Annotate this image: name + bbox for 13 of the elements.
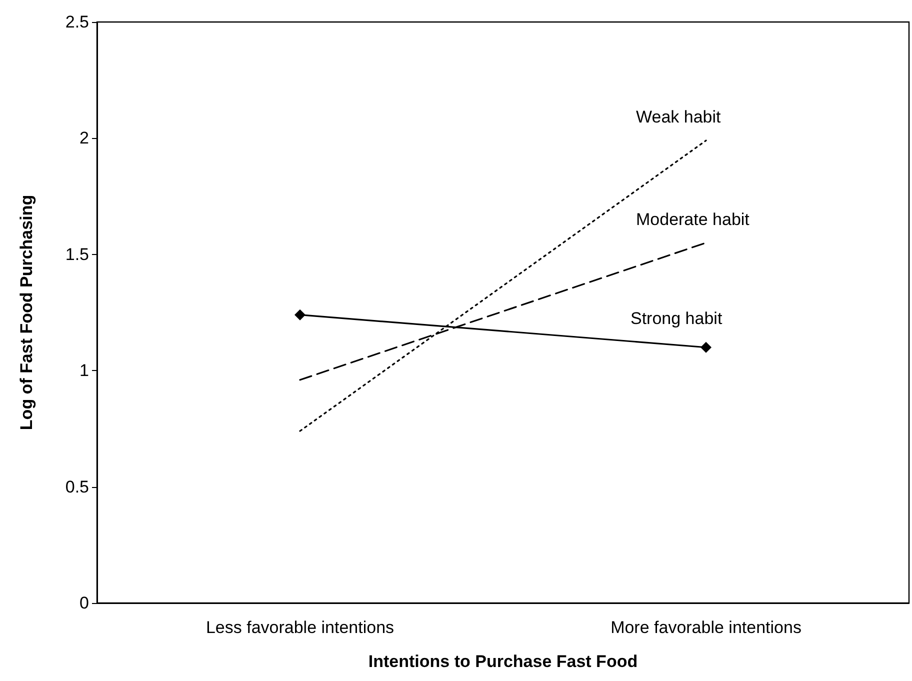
x-tick-label: Less favorable intentions: [206, 618, 394, 637]
y-tick-label: 2: [80, 128, 89, 148]
series-label: Strong habit: [630, 308, 722, 328]
y-tick-label: 0: [80, 594, 89, 612]
y-tick-label: 1: [80, 361, 89, 380]
y-tick-label: 0.5: [65, 477, 89, 496]
x-axis-title: Intentions to Purchase Fast Food: [368, 652, 638, 671]
series-label: Weak habit: [636, 108, 722, 127]
y-axis-title: Log of Fast Food Purchasing: [17, 194, 36, 430]
y-tick-label: 1.5: [65, 244, 89, 264]
x-tick-label: More favorable intentions: [610, 618, 802, 637]
series-label: Moderate habit: [636, 210, 750, 229]
y-tick-label: 2.5: [65, 12, 89, 32]
